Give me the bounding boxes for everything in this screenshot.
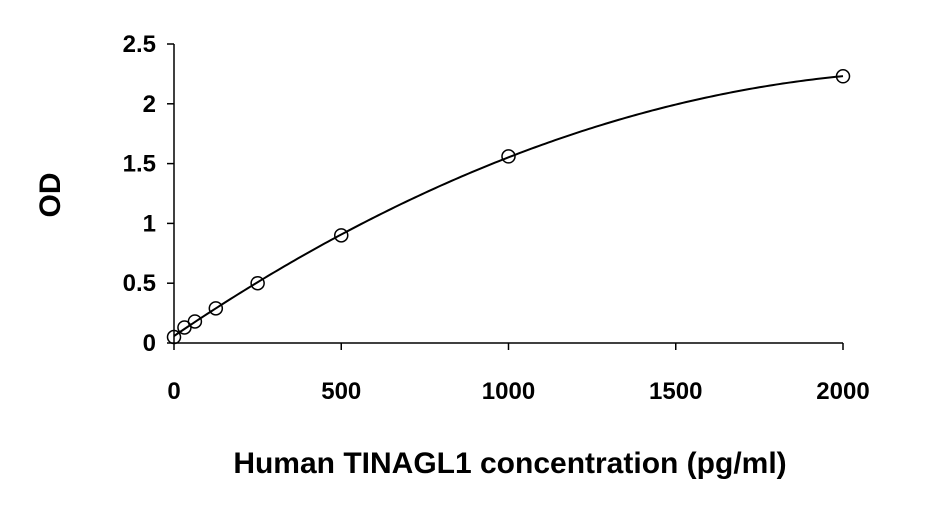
x-tick-label: 500 — [321, 378, 361, 405]
data-point — [501, 149, 516, 164]
x-tick-label: 2000 — [816, 378, 869, 405]
y-ticks: 0 0.5 1 1.5 2 2.5 — [123, 31, 174, 357]
data-markers — [166, 69, 851, 345]
fit-curve — [173, 75, 844, 337]
x-tick-label: 0 — [167, 378, 180, 405]
y-axis-title: OD — [34, 173, 67, 218]
data-point — [334, 228, 349, 243]
x-ticks: 0 500 1000 1500 2000 — [167, 343, 870, 405]
data-point — [166, 329, 182, 345]
y-tick-label: 1.5 — [123, 151, 156, 178]
y-tick-label: 2.5 — [123, 31, 156, 58]
data-point — [208, 301, 224, 316]
x-tick-label: 1500 — [649, 378, 702, 405]
y-tick-label: 0.5 — [123, 270, 156, 297]
x-tick-label: 1000 — [482, 378, 535, 405]
y-tick-label: 0 — [143, 330, 156, 357]
y-tick-label: 1 — [143, 210, 156, 237]
data-point — [835, 69, 851, 84]
x-axis-title: Human TINAGL1 concentration (pg/ml) — [233, 447, 786, 480]
y-tick-label: 2 — [143, 91, 156, 118]
data-point — [187, 314, 203, 329]
data-point — [250, 275, 265, 291]
